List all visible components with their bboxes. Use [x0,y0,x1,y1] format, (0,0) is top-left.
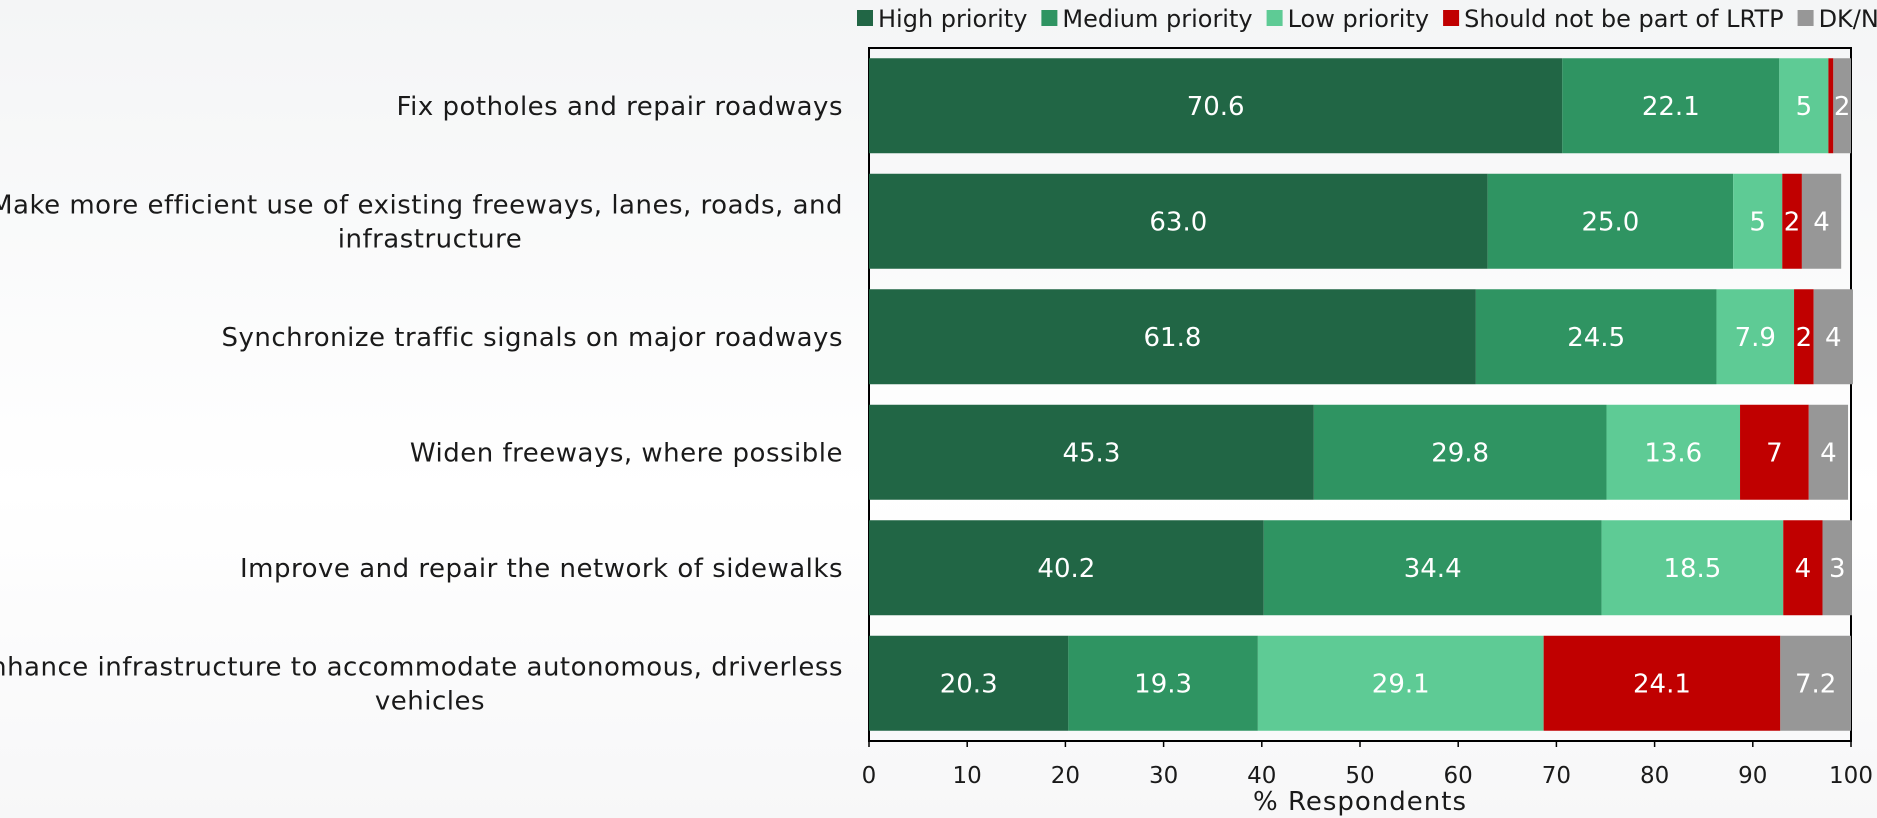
data-label: 45.3 [1062,438,1120,468]
bar-segment [1606,404,1741,500]
legend-swatch [1041,10,1058,26]
x-tick-label: 90 [1738,763,1767,789]
x-tick-label: 50 [1345,763,1374,789]
x-tick-label: 100 [1829,763,1873,789]
bar-segment [1562,58,1780,154]
bar-segment [1716,289,1795,385]
data-label: 4 [1825,323,1842,353]
data-label: 13.6 [1644,438,1702,468]
x-axis-title: % Respondents [1253,787,1467,817]
data-label: 29.1 [1372,669,1430,699]
plot-area: 70.6 22.1 5 263.0 25.0 5 2 461.8 24.5 7.9 2 445.3 29… [868,47,1853,742]
bar-segment [1263,520,1602,616]
bar-segment [1813,289,1853,385]
bar-segment [869,289,1476,385]
bar-segment [869,635,1069,731]
x-tick-label: 30 [1149,763,1178,789]
x-tick-label: 70 [1542,763,1571,789]
data-label: 61.8 [1143,323,1201,353]
legend-label: Low priority [1288,5,1430,33]
bar-segment [1794,289,1814,385]
legend-label: Should not be part of LRTP [1464,5,1783,33]
x-tick-label: 80 [1640,763,1669,789]
bar-segment [1257,635,1544,731]
data-label: 7 [1766,438,1783,468]
bar-segment [1783,520,1823,616]
legend-swatch [1266,10,1283,26]
legend-item: Low priority [1266,5,1430,33]
data-label: 5 [1749,207,1766,237]
legend-label: DK/NA [1819,5,1877,33]
category-label: Improve and repair the network of sidewa… [240,554,843,584]
data-label: 19.3 [1134,669,1192,699]
data-label: 20.3 [940,669,998,699]
category-labels: Fix potholes and repair roadways Make mor… [0,92,843,717]
data-label: 63.0 [1149,207,1207,237]
data-label: 7.9 [1735,323,1776,353]
legend-swatch [1443,10,1460,26]
data-label: 2 [1796,323,1813,353]
category-label: Enhance infrastructure to accommodate au… [0,652,843,682]
legend-swatch [857,10,873,26]
category-label: Fix potholes and repair roadways [397,92,843,122]
legend-label: High priority [878,5,1027,33]
bar-segment [1779,58,1829,154]
category-label: infrastructure [338,224,522,254]
bar-segment [869,58,1563,154]
bar-segment [1740,404,1809,500]
bar-segment [1733,173,1783,269]
data-label: 29.8 [1431,438,1489,468]
bar-segment [1601,520,1784,616]
data-label: 24.1 [1633,669,1691,699]
legend-label: Medium priority [1062,5,1252,33]
legend-item: Should not be part of LRTP [1443,5,1784,33]
x-tick-label: 20 [1051,763,1080,789]
data-label: 5 [1796,92,1813,122]
bar-segment [1068,635,1258,731]
data-label: 4 [1813,207,1830,237]
legend-swatch [1797,10,1814,26]
bar-segment [1313,404,1607,500]
bar-segment [1782,173,1802,269]
data-label: 18.5 [1663,554,1721,584]
bar-segment [1801,173,1842,269]
data-label: 3 [1829,554,1846,584]
data-label: 70.6 [1187,92,1245,122]
bar-segment [869,404,1314,500]
data-label: 2 [1834,92,1851,122]
legend-item: High priority [857,5,1027,33]
category-label: vehicles [375,686,485,716]
bar-segment [1808,404,1849,500]
data-label: 2 [1784,207,1801,237]
bar-segment [1822,520,1852,616]
bar-segment [1833,58,1851,154]
bar-segment [1828,58,1834,154]
data-label: 25.0 [1581,207,1639,237]
category-label: Make more efficient use of existing free… [0,190,843,220]
data-label: 40.2 [1037,554,1095,584]
data-label: 7.2 [1795,669,1836,699]
x-axis: 0 10 20 30 40 50 60 70 80 90 100 % Respondents [862,741,1873,817]
data-label: 4 [1795,554,1812,584]
bar-segment [869,520,1264,616]
data-label: 4 [1820,438,1837,468]
data-label: 24.5 [1567,323,1625,353]
x-tick-label: 60 [1444,763,1473,789]
legend-item: Medium priority [1041,5,1253,33]
category-label: Widen freeways, where possible [410,438,843,468]
x-tick-label: 40 [1247,763,1276,789]
data-label: 22.1 [1642,92,1700,122]
category-label: Synchronize traffic signals on major roa… [222,323,844,353]
bar-segment [1475,289,1717,385]
bar-segment [1487,173,1734,269]
x-tick-label: 10 [953,763,982,789]
bar-segment [1543,635,1781,731]
bar-segment [869,173,1488,269]
data-label: 34.4 [1404,554,1462,584]
bar-segment [1780,635,1851,731]
legend-item: DK/NA [1797,5,1877,33]
x-tick-label: 0 [862,763,877,789]
chart-legend: High priority Medium priority Low priority… [857,5,1877,33]
